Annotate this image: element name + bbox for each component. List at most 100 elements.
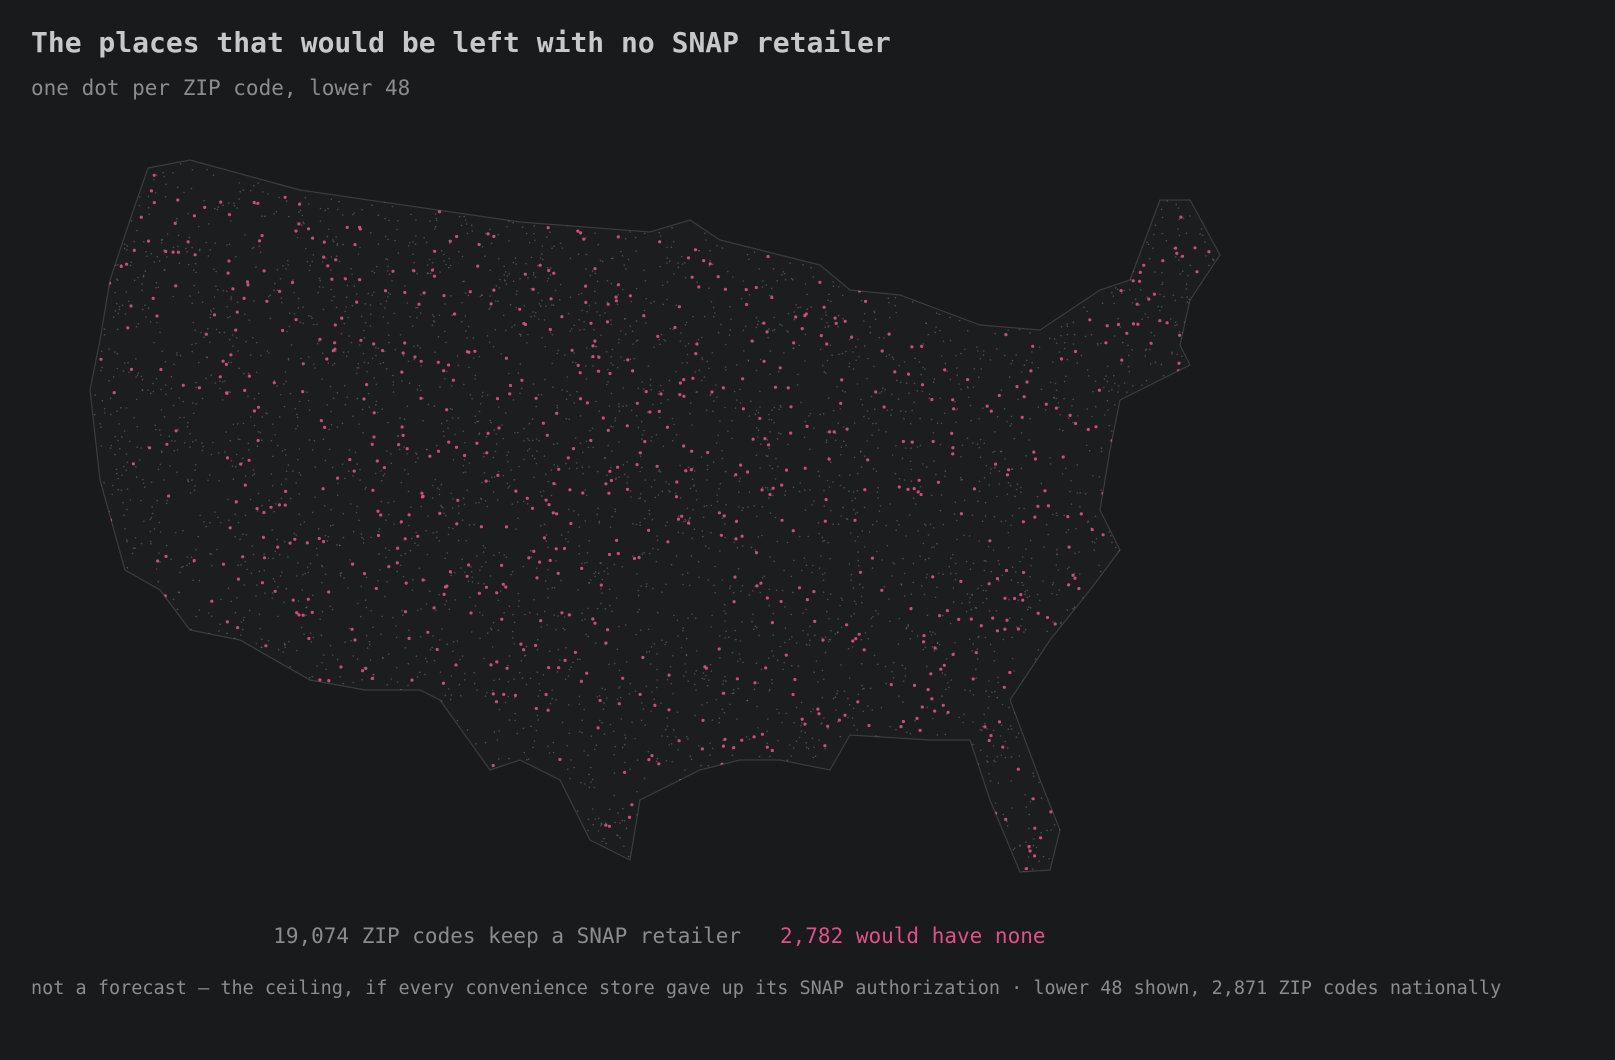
zip-dot [1083,187,1087,192]
zip-dot [634,737,636,740]
zip-dot [1023,705,1026,707]
zip-dot [643,429,645,432]
zip-dot [110,444,112,447]
zip-dot [723,610,725,612]
zip-dot [331,758,333,761]
zip-dot [1213,211,1215,213]
zip-dot [637,611,639,613]
zip-dot [235,453,238,456]
zip-dot [806,293,808,296]
zip-dot [734,407,737,409]
zip-dot [1007,468,1011,472]
zip-dot [814,165,818,169]
zip-dot [848,362,851,365]
zip-dot [1029,369,1033,373]
zip-dot [800,730,803,732]
zip-dot [863,188,865,190]
zip-dot [322,793,324,795]
zip-dot [419,671,421,674]
zip-dot [485,561,487,563]
zip-dot [1045,268,1047,270]
zip-dot [813,746,815,749]
zip-dot [1206,393,1209,395]
zip-dot [851,717,854,719]
zip-dot [563,206,566,209]
zip-dot [671,858,674,860]
zip-dot [205,377,207,380]
zip-dot [1116,688,1118,690]
zip-dot [1016,767,1020,771]
zip-dot [840,454,842,456]
zip-dot [835,432,837,435]
zip-dot [691,835,694,837]
zip-dot [1204,188,1206,190]
zip-dot [931,645,934,648]
zip-dot [822,226,825,228]
zip-dot [495,443,498,445]
zip-dot [1038,781,1040,784]
zip-dot [830,300,832,303]
zip-dot [600,824,602,827]
zip-dot [311,236,315,240]
zip-dot [120,684,122,687]
zip-dot [1037,258,1039,261]
zip-dot [302,306,304,308]
zip-dot [769,350,772,352]
zip-dot [282,651,285,653]
zip-dot [791,692,795,697]
zip-dot [1175,732,1177,734]
zip-dot [978,418,980,420]
zip-dot [942,340,945,343]
zip-dot [495,397,500,401]
zip-dot [618,214,620,216]
zip-dot [840,664,842,666]
zip-dot [758,175,760,178]
zip-dot [1108,531,1110,533]
zip-dot [805,742,807,744]
zip-dot [977,500,979,503]
zip-dot [306,161,309,163]
zip-dot [556,671,559,673]
zip-dot [567,804,570,807]
zip-dot [718,717,721,720]
zip-dot [342,748,345,751]
zip-dot [481,843,483,846]
zip-dot [491,763,495,768]
zip-dot [661,284,664,287]
zip-dot [546,236,548,238]
zip-dot [186,240,190,244]
zip-dot [190,187,193,190]
zip-dot [647,750,650,753]
zip-dot [893,661,895,664]
zip-dot [464,672,466,675]
zip-dot [108,208,110,211]
zip-dot [396,435,399,438]
zip-dot [208,612,210,614]
zip-dot [562,857,565,859]
zip-dot [590,579,592,581]
zip-dot [379,513,383,517]
zip-dot [821,637,823,639]
zip-dot [880,707,883,709]
zip-dot [616,698,619,700]
zip-dot [215,285,217,288]
zip-dot [1057,569,1059,571]
zip-dot [262,833,264,835]
zip-dot [710,790,712,792]
zip-dot [685,869,687,871]
zip-dot [894,304,896,307]
zip-dot [418,775,421,777]
zip-dot [666,281,669,283]
zip-dot [897,252,899,255]
zip-dot [844,281,846,284]
zip-dot [827,457,831,461]
zip-dot [812,276,815,278]
zip-dot [1209,548,1211,551]
zip-dot [954,870,956,872]
zip-dot [724,620,726,622]
zip-dot [227,213,232,217]
zip-dot [514,719,516,722]
zip-dot [971,677,975,681]
zip-dot [297,842,299,845]
zip-dot [857,171,861,175]
